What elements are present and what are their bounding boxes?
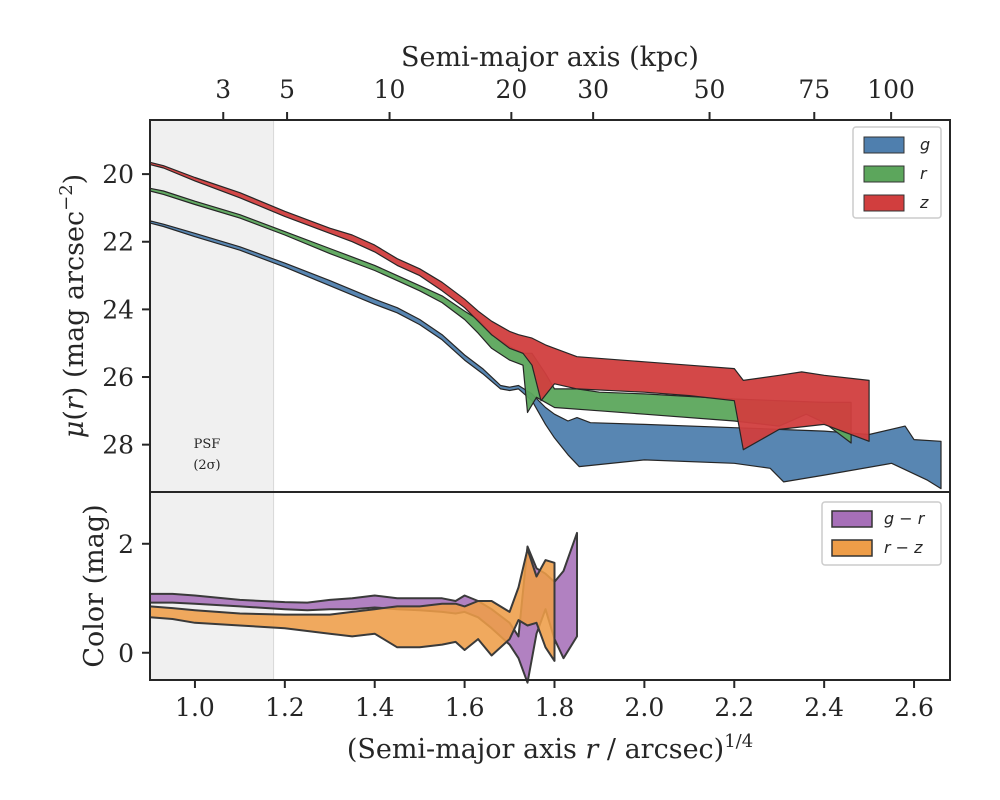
top-tick-label: 75	[798, 75, 830, 104]
color-y-tick-label: 2	[118, 530, 134, 559]
sb-legend: g r z	[852, 126, 942, 219]
top-tick-label: 50	[694, 75, 726, 104]
sb-y-tick-label: 20	[102, 160, 134, 189]
top-tick-label: 5	[279, 75, 295, 104]
sb-y-axis-label: μ(r) (mag arcsec−2)	[56, 174, 90, 438]
sb-y-tick-label: 24	[102, 295, 134, 324]
top-tick-label: 10	[374, 75, 406, 104]
sb-panel: PSF (2σ) 20 22 24 26 28 3 5 10 20 30 50 75 100 Semi…	[56, 42, 951, 493]
legend-swatch-g-minus-r	[831, 510, 873, 528]
x-axis: 1.0 1.2 1.4 1.6 1.8 2.0 2.2 2.4 2.6	[175, 680, 934, 722]
sb-bands	[149, 161, 942, 490]
band-g	[149, 220, 942, 490]
x-tick-label: 1.4	[355, 693, 395, 722]
x-tick-label: 1.0	[175, 693, 215, 722]
x-tick-label: 2.0	[624, 693, 664, 722]
sb-y-tick-label: 28	[102, 431, 134, 460]
band-r-minus-z	[149, 548, 556, 662]
x-tick-label: 2.6	[894, 693, 934, 722]
color-y-axis: 02	[118, 530, 150, 668]
x-tick-label: 2.2	[714, 693, 754, 722]
color-y-tick-label: 0	[118, 639, 134, 668]
legend-swatch-z	[863, 194, 905, 212]
top-tick-label: 3	[215, 75, 231, 104]
top-axis-label: Semi-major axis (kpc)	[401, 42, 699, 73]
psf-label-line1: PSF	[194, 437, 221, 452]
color-legend: g − r r − z	[821, 501, 942, 566]
color-y-axis-label: Color (mag)	[79, 504, 110, 667]
band-z	[149, 161, 870, 451]
top-tick-label: 30	[577, 75, 609, 104]
legend-swatch-r	[863, 165, 905, 183]
psf-label-line2: (2σ)	[193, 458, 220, 473]
x-axis-label: (Semi-major axis r / arcsec)1/4	[347, 731, 753, 765]
sb-top-axis: 3 5 10 20 30 50 75 100	[215, 75, 915, 120]
x-tick-label: 1.8	[535, 693, 575, 722]
legend-label-g-minus-r: g − r	[884, 509, 926, 528]
legend-label-r-minus-z: r − z	[884, 538, 923, 557]
top-tick-label: 100	[867, 75, 915, 104]
sb-y-axis: 20 22 24 26 28	[102, 160, 150, 460]
color-bands	[149, 531, 578, 684]
band-g-minus-r	[149, 531, 578, 684]
legend-swatch-g	[863, 136, 905, 154]
color-plot-frame	[149, 491, 951, 681]
legend-label-r: r	[920, 164, 928, 183]
sb-y-tick-label: 22	[102, 228, 134, 257]
x-tick-label: 1.6	[445, 693, 485, 722]
color-panel: 02 1.0 1.2 1.4 1.6 1.8 2.0 2.2 2.4 2.6 Color (ma…	[79, 491, 951, 765]
legend-label-z: z	[919, 193, 929, 212]
legend-label-g: g	[920, 135, 930, 154]
legend-swatch-r-minus-z	[831, 539, 873, 557]
x-tick-label: 2.4	[804, 693, 844, 722]
x-tick-label: 1.2	[265, 693, 305, 722]
sb-y-tick-label: 26	[102, 363, 134, 392]
sb-psf-region	[150, 120, 274, 492]
color-psf-region	[150, 492, 274, 680]
top-tick-label: 20	[495, 75, 527, 104]
